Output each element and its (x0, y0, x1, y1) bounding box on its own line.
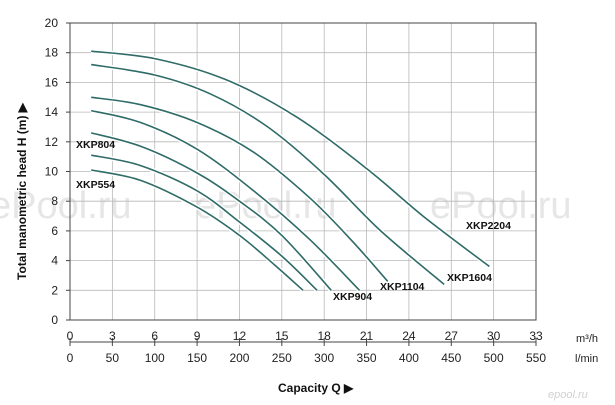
y-tick-labels: 0 2 4 6 8 10 12 14 16 18 20 (45, 16, 59, 327)
series-line-halo (90, 48, 491, 269)
x-tick-label-m3h: 3 (109, 329, 116, 343)
x-tick-label-lmin: 50 (106, 351, 120, 365)
y-tick-label: 8 (51, 194, 58, 208)
x-unit-lmin: l/min (575, 353, 598, 365)
x-tick-label-lmin: 250 (272, 351, 292, 365)
series-label: XKP804 (76, 139, 115, 151)
y-tick-label: 12 (45, 135, 59, 149)
x-tick-labels-lmin: 0 50 100 150 200 250 300 350 400 450 500 550 (67, 351, 547, 365)
x-tick-label-lmin: 150 (187, 351, 207, 365)
x-tick-label-m3h: 6 (151, 329, 158, 343)
x-tick-labels-m3h: 0 3 6 9 12 15 18 21 24 27 30 33 (67, 329, 543, 343)
y-tick-label: 20 (45, 16, 59, 30)
y-tick-label: 0 (51, 313, 58, 327)
x-tick-label-m3h: 33 (529, 329, 543, 343)
x-tick-label-m3h: 12 (233, 329, 247, 343)
x-tick-label-m3h: 0 (67, 329, 74, 343)
series-line (91, 63, 445, 286)
corner-watermark: epool.ru (548, 389, 588, 401)
series-curves (90, 48, 491, 292)
x-tick-label-lmin: 300 (314, 351, 334, 365)
x-tick-label-lmin: 100 (145, 351, 165, 365)
series-line (90, 132, 332, 291)
y-tick-label: 18 (45, 46, 59, 60)
x-tick-label-lmin: 350 (357, 351, 377, 365)
x-tick-label-m3h: 21 (360, 329, 374, 343)
y-tick-label: 4 (51, 254, 58, 268)
y-tick-label: 6 (51, 224, 58, 238)
series-line (91, 50, 490, 268)
x-unit-m3h: m³/h (576, 333, 598, 345)
x-tick-label-m3h: 27 (445, 329, 459, 343)
series-labels: XKP804 XKP554 XKP904 XKP1104 XKP1604 XKP2204 (76, 139, 511, 303)
x-tick-label-m3h: 18 (318, 329, 332, 343)
x-tick-label-lmin: 500 (484, 351, 504, 365)
y-tick-label: 10 (45, 165, 59, 179)
watermark-text: ePool.ru (0, 185, 132, 227)
x-tick-label-lmin: 550 (526, 351, 546, 365)
y-tick-label: 16 (45, 75, 59, 89)
axes (66, 22, 537, 346)
x-tick-label-m3h: 9 (194, 329, 201, 343)
series-label: XKP1604 (447, 272, 492, 284)
x-axis-title: Capacity Q ▶ (278, 381, 354, 395)
series-label: XKP1104 (380, 281, 425, 293)
watermark-text: ePool.ru (430, 185, 572, 227)
x-tick-label-m3h: 15 (275, 329, 289, 343)
y-tick-label: 2 (51, 283, 58, 297)
series-label: XKP904 (333, 291, 372, 303)
y-tick-label: 14 (45, 105, 59, 119)
x-tick-label-m3h: 24 (402, 329, 416, 343)
watermark-layer: ePool.ru ePool.ru ePool.ru (0, 185, 572, 227)
x-tick-label-lmin: 0 (67, 351, 74, 365)
series-label: XKP2204 (466, 220, 511, 232)
x-tick-label-lmin: 400 (399, 351, 419, 365)
series-line (91, 109, 361, 291)
x-tick-label-lmin: 450 (441, 351, 461, 365)
series-line (91, 169, 304, 291)
x-tick-label-lmin: 200 (229, 351, 249, 365)
series-label: XKP554 (76, 179, 115, 191)
series-line (91, 154, 318, 291)
x-tick-label-m3h: 30 (487, 329, 501, 343)
series-line (91, 96, 389, 282)
y-axis-title: Total manometric head H (m) ▶ (15, 102, 29, 280)
